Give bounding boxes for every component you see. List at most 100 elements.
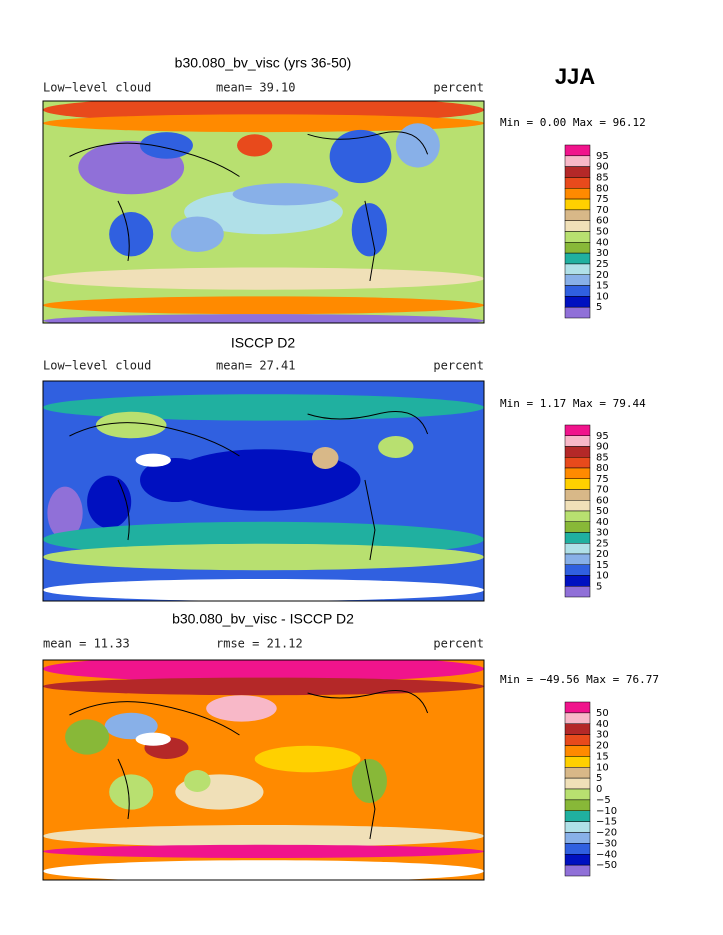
colorbar-swatch: [564, 799, 591, 811]
colorbar-label: 5: [596, 581, 602, 592]
colorbar-swatch: [564, 198, 591, 211]
panel-title: b30.080_bv_visc (yrs 36-50): [175, 55, 352, 71]
colorbar-label: 20: [596, 270, 609, 281]
map-region: [351, 203, 387, 257]
panel-units: percent: [433, 359, 484, 373]
colorbar-swatch: [564, 723, 591, 735]
colorbar-label: 90: [596, 442, 609, 453]
map-region: [329, 129, 392, 184]
colorbar-label: 10: [596, 762, 609, 773]
map-region: [65, 719, 110, 755]
map-region: [312, 447, 339, 469]
colorbar-swatch: [564, 521, 591, 533]
colorbar-label: 25: [596, 538, 609, 549]
colorbar-label: 95: [596, 431, 609, 442]
colorbar-label: 40: [596, 517, 609, 528]
map-region: [87, 475, 132, 529]
colorbar-swatch: [564, 510, 591, 522]
colorbar-label: −40: [596, 849, 617, 860]
map-region: [43, 860, 484, 880]
map-region: [206, 695, 277, 722]
colorbar-label: 10: [596, 571, 609, 582]
colorbar-swatch: [564, 435, 591, 447]
colorbar-swatch: [564, 777, 591, 790]
colorbar-swatch: [564, 424, 591, 436]
colorbar-swatch: [564, 756, 591, 768]
colorbar-label: 95: [596, 151, 609, 162]
colorbar-swatch: [564, 701, 591, 714]
panel-units: percent: [433, 637, 484, 651]
colorbar-label: 5: [596, 302, 602, 313]
coastline: [69, 411, 429, 561]
colorbar-label: 70: [596, 205, 609, 216]
panel-stats: Min = 0.00 Max = 96.12: [500, 116, 646, 129]
colorbar-swatch: [564, 821, 591, 833]
map-region: [237, 134, 273, 157]
colorbar-label: −20: [596, 828, 617, 839]
map-region: [109, 774, 154, 810]
colorbar-swatch: [564, 209, 591, 221]
colorbar-swatch: [564, 242, 591, 254]
colorbar-swatch: [564, 734, 591, 746]
colorbar-swatch: [564, 586, 591, 598]
colorbar-label: −5: [596, 795, 611, 806]
panel-stats: Min = 1.17 Max = 79.44: [500, 397, 646, 410]
colorbar-label: 80: [596, 463, 609, 474]
colorbar-swatch: [564, 843, 591, 855]
colorbar-label: 85: [596, 172, 609, 183]
map-region: [43, 579, 484, 601]
colorbar-swatch: [564, 220, 591, 232]
colorbar-label: 60: [596, 216, 609, 227]
colorbar-swatch: [564, 188, 591, 200]
panel-left-label: Low−level cloud: [43, 81, 151, 95]
colorbar-swatch: [564, 767, 591, 779]
map-region: [104, 712, 158, 740]
colorbar-swatch: [564, 478, 591, 490]
map-region: [43, 677, 484, 696]
colorbar-label: 15: [596, 751, 609, 762]
colorbar-label: −50: [596, 860, 617, 871]
colorbar-swatch: [564, 543, 591, 555]
colorbar-swatch: [564, 712, 591, 724]
colorbar-label: 15: [596, 560, 609, 571]
map: [43, 660, 484, 880]
panel-center-label: mean= 27.41: [216, 359, 295, 373]
colorbar-swatch: [564, 285, 591, 297]
map-region: [43, 543, 484, 571]
map-region: [43, 314, 484, 323]
colorbar-label: 70: [596, 485, 609, 496]
colorbar-label: 20: [596, 549, 609, 560]
colorbar-swatch: [564, 467, 591, 479]
panel-left-label: Low−level cloud: [43, 359, 151, 373]
map-region: [43, 394, 484, 421]
colorbar-label: 80: [596, 183, 609, 194]
colorbar-label: 0: [596, 784, 602, 795]
colorbar-label: 10: [596, 291, 609, 302]
colorbar-label: 20: [596, 741, 609, 752]
colorbar-label: 15: [596, 281, 609, 292]
colorbar-swatch: [564, 274, 591, 286]
map-region: [254, 745, 361, 773]
map: [43, 101, 484, 323]
colorbar-label: 50: [596, 227, 609, 238]
colorbar-swatch: [564, 155, 591, 167]
colorbar-label: −30: [596, 838, 617, 849]
map-region: [95, 411, 167, 439]
map-region: [170, 216, 224, 252]
map: [43, 381, 484, 601]
colorbar-swatch: [564, 500, 591, 512]
colorbar-label: 40: [596, 719, 609, 730]
map-region: [140, 132, 193, 159]
colorbar-label: 30: [596, 528, 609, 539]
colorbar-swatch: [564, 252, 591, 265]
colorbar-label: 50: [596, 506, 609, 517]
map-region: [43, 296, 484, 315]
colorbar-swatch: [564, 745, 591, 757]
colorbar-swatch: [564, 296, 591, 308]
map-region: [43, 267, 484, 290]
colorbar-swatch: [564, 532, 591, 544]
colorbar-swatch: [564, 810, 591, 822]
colorbar-swatch: [564, 177, 591, 189]
colorbar-label: 40: [596, 237, 609, 248]
